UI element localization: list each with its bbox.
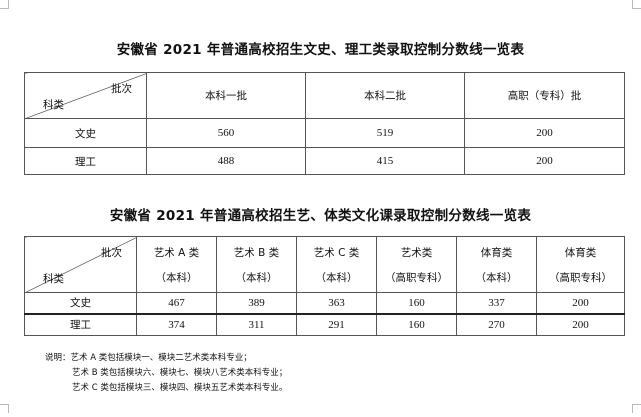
row-label: 文史 <box>24 292 137 314</box>
cell: 200 <box>464 118 625 148</box>
row-label: 理工 <box>24 313 137 336</box>
table2-title: 安徽省 2021 年普通高校招生艺、体类文化课录取控制分数线一览表 <box>109 208 532 224</box>
note-line: 艺术 B 类包括模块六、模块七、模块八艺术类本科专业； <box>72 368 288 378</box>
column-header-line1: 艺术 A 类 <box>153 246 200 259</box>
cell: 200 <box>464 147 625 175</box>
page-corner-mark <box>632 404 641 413</box>
cell: 160 <box>376 313 457 336</box>
column-header-line1: 体育类 <box>564 246 597 259</box>
corner-batch-label: 批次 <box>101 247 122 259</box>
cell: 200 <box>536 292 625 314</box>
column-header-line2: （本科） <box>235 271 278 284</box>
cell: 337 <box>456 292 537 314</box>
row-label: 文史 <box>24 118 147 148</box>
table1-title: 安徽省 2021 年普通高校招生文史、理工类录取控制分数线一览表 <box>116 42 525 58</box>
corner-category-label: 科类 <box>43 99 64 111</box>
column-header-line1: 艺术 C 类 <box>313 246 360 259</box>
cell: 200 <box>536 313 625 336</box>
page-corner-mark <box>632 0 641 9</box>
column-header: 高职（专科）批 <box>464 72 625 119</box>
corner-header: 批次科类 <box>24 72 147 119</box>
column-header: 艺术 B 类 （本科） <box>216 236 297 293</box>
page-corner-mark <box>0 0 9 9</box>
note-line: 艺术 C 类包括模块三、模块四、模块五艺术类本科专业。 <box>72 383 288 393</box>
notes: 说明：艺术 A 类包括模块一、模块二艺术类本科专业； 艺术 B 类包括模块六、模… <box>45 351 287 396</box>
table-row: 文史 560 519 200 <box>24 118 625 148</box>
column-header: 本科一批 <box>146 72 306 119</box>
page-corner-mark <box>0 404 9 413</box>
column-header: 艺术 A 类 （本科） <box>136 236 217 293</box>
cell: 415 <box>305 147 465 175</box>
column-header: 艺术 C 类 （本科） <box>296 236 377 293</box>
cell: 270 <box>456 313 537 336</box>
column-header-line2: （本科） <box>315 271 358 284</box>
cell: 488 <box>146 147 306 175</box>
column-header: 体育类 （高职专科） <box>536 236 625 293</box>
column-header: 本科二批 <box>305 72 465 119</box>
table-row: 文史 467 389 363 160 337 200 <box>24 292 625 314</box>
column-header-line1: 艺术 B 类 <box>233 246 280 259</box>
cell: 291 <box>296 313 377 336</box>
row-label: 理工 <box>24 147 147 175</box>
column-header-line1: 艺术类 <box>400 246 433 259</box>
cell: 560 <box>146 118 306 148</box>
cell: 311 <box>216 313 297 336</box>
table2: 批次科类 艺术 A 类 （本科） 艺术 B 类 （本科） 艺术 C 类 （本科） 艺术… <box>24 236 625 336</box>
cell: 363 <box>296 292 377 314</box>
column-header-line2: （高职专科） <box>549 271 612 284</box>
corner-header: 批次科类 <box>24 236 137 293</box>
corner-category-label: 科类 <box>43 273 64 285</box>
table-row: 理工 374 311 291 160 270 200 <box>24 313 625 336</box>
table1: 批次科类 本科一批 本科二批 高职（专科）批 文史 560 519 200 理工… <box>24 72 625 175</box>
column-header-line1: 体育类 <box>480 246 513 259</box>
column-header-line2: （本科） <box>475 271 518 284</box>
column-header-line2: （高职专科） <box>385 271 448 284</box>
cell: 160 <box>376 292 457 314</box>
corner-batch-label: 批次 <box>111 83 132 95</box>
column-header: 体育类 （本科） <box>456 236 537 293</box>
column-header: 艺术类 （高职专科） <box>376 236 457 293</box>
note-line: 说明：艺术 A 类包括模块一、模块二艺术类本科专业； <box>45 353 252 363</box>
table-row: 理工 488 415 200 <box>24 147 625 175</box>
cell: 467 <box>136 292 217 314</box>
cell: 389 <box>216 292 297 314</box>
cell: 374 <box>136 313 217 336</box>
column-header-line2: （本科） <box>155 271 198 284</box>
cell: 519 <box>305 118 465 148</box>
